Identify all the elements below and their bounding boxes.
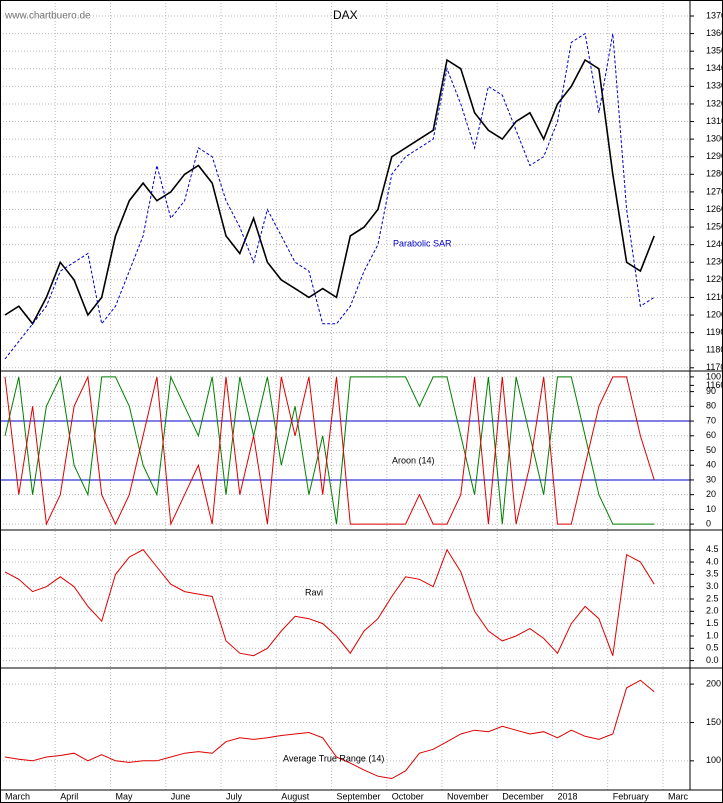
- y-tick-label: 30: [706, 474, 716, 484]
- y-tick-label: 90: [706, 386, 716, 396]
- y-tick-label: 11600: [706, 380, 723, 390]
- series-line: [4, 375, 655, 526]
- y-tick-label: 200: [706, 678, 721, 688]
- x-tick-label: December: [502, 791, 544, 801]
- x-tick-label: Marc: [668, 791, 688, 801]
- y-tick-label: 13200: [706, 98, 723, 108]
- y-tick-label: 0: [706, 518, 711, 528]
- y-tick-label: 70: [706, 415, 716, 425]
- source: www.chartbuero.de: [4, 11, 91, 22]
- x-tick-label: November: [447, 791, 489, 801]
- y-tick-label: 13100: [706, 116, 723, 126]
- y-tick-label: 13500: [706, 46, 723, 56]
- y-tick-label: 0.5: [706, 643, 719, 653]
- y-tick-label: 4.0: [706, 556, 719, 566]
- y-tick-label: 12400: [706, 239, 723, 249]
- y-tick-label: 2.5: [706, 593, 719, 603]
- y-tick-label: 12700: [706, 186, 723, 196]
- y-tick-label: 13600: [706, 28, 723, 38]
- y-tick-label: 13000: [706, 134, 723, 144]
- x-tick-label: June: [171, 791, 191, 801]
- x-tick-label: 2018: [558, 791, 578, 801]
- y-tick-label: 1.5: [706, 618, 719, 628]
- y-tick-label: 12300: [706, 257, 723, 267]
- panel-title: Ravi: [305, 587, 323, 597]
- y-tick-label: 50: [706, 445, 716, 455]
- panel-title: Average True Range (14): [283, 753, 384, 763]
- y-tick-label: 1.0: [706, 630, 719, 640]
- y-tick-label: 3.0: [706, 581, 719, 591]
- y-tick-label: 20: [706, 489, 716, 499]
- y-tick-label: 12200: [706, 274, 723, 284]
- series-line: [4, 58, 655, 326]
- series-line: [4, 32, 655, 360]
- y-tick-label: 0.0: [706, 655, 719, 665]
- x-tick-label: February: [613, 791, 650, 801]
- y-tick-label: 12800: [706, 169, 723, 179]
- x-tick-label: April: [60, 791, 78, 801]
- x-tick-label: July: [226, 791, 243, 801]
- y-tick-label: 12900: [706, 151, 723, 161]
- y-tick-label: 13300: [706, 81, 723, 91]
- x-tick-label: August: [281, 791, 310, 801]
- series-line: [4, 375, 655, 525]
- series-line: [4, 679, 655, 780]
- y-tick-label: 3.5: [706, 569, 719, 579]
- y-tick-label: 100: [706, 755, 721, 765]
- series-label: Parabolic SAR: [393, 238, 452, 248]
- y-tick-label: 80: [706, 401, 716, 411]
- x-tick-label: May: [116, 791, 134, 801]
- y-tick-label: 2.0: [706, 606, 719, 616]
- y-tick-label: 11800: [706, 345, 723, 355]
- y-tick-label: 12000: [706, 309, 723, 319]
- y-tick-label: 13700: [706, 10, 723, 20]
- x-tick-label: March: [5, 791, 30, 801]
- y-tick-label: 150: [706, 717, 721, 727]
- y-tick-label: 11700: [706, 362, 723, 372]
- panel-title: Aroon (14): [392, 455, 435, 465]
- series-line: [4, 548, 655, 657]
- y-tick-label: 12100: [706, 292, 723, 302]
- y-tick-label: 13400: [706, 63, 723, 73]
- y-tick-label: 12600: [706, 204, 723, 214]
- y-tick-label: 10: [706, 504, 716, 514]
- y-tick-label: 12500: [706, 221, 723, 231]
- x-tick-label: October: [392, 791, 424, 801]
- y-tick-label: 40: [706, 460, 716, 470]
- y-tick-label: 60: [706, 430, 716, 440]
- panel-title: DAX: [333, 8, 358, 22]
- x-tick-label: September: [337, 791, 381, 801]
- y-tick-label: 100: [706, 371, 721, 381]
- y-tick-label: 4.5: [706, 544, 719, 554]
- y-tick-label: 11900: [706, 327, 723, 337]
